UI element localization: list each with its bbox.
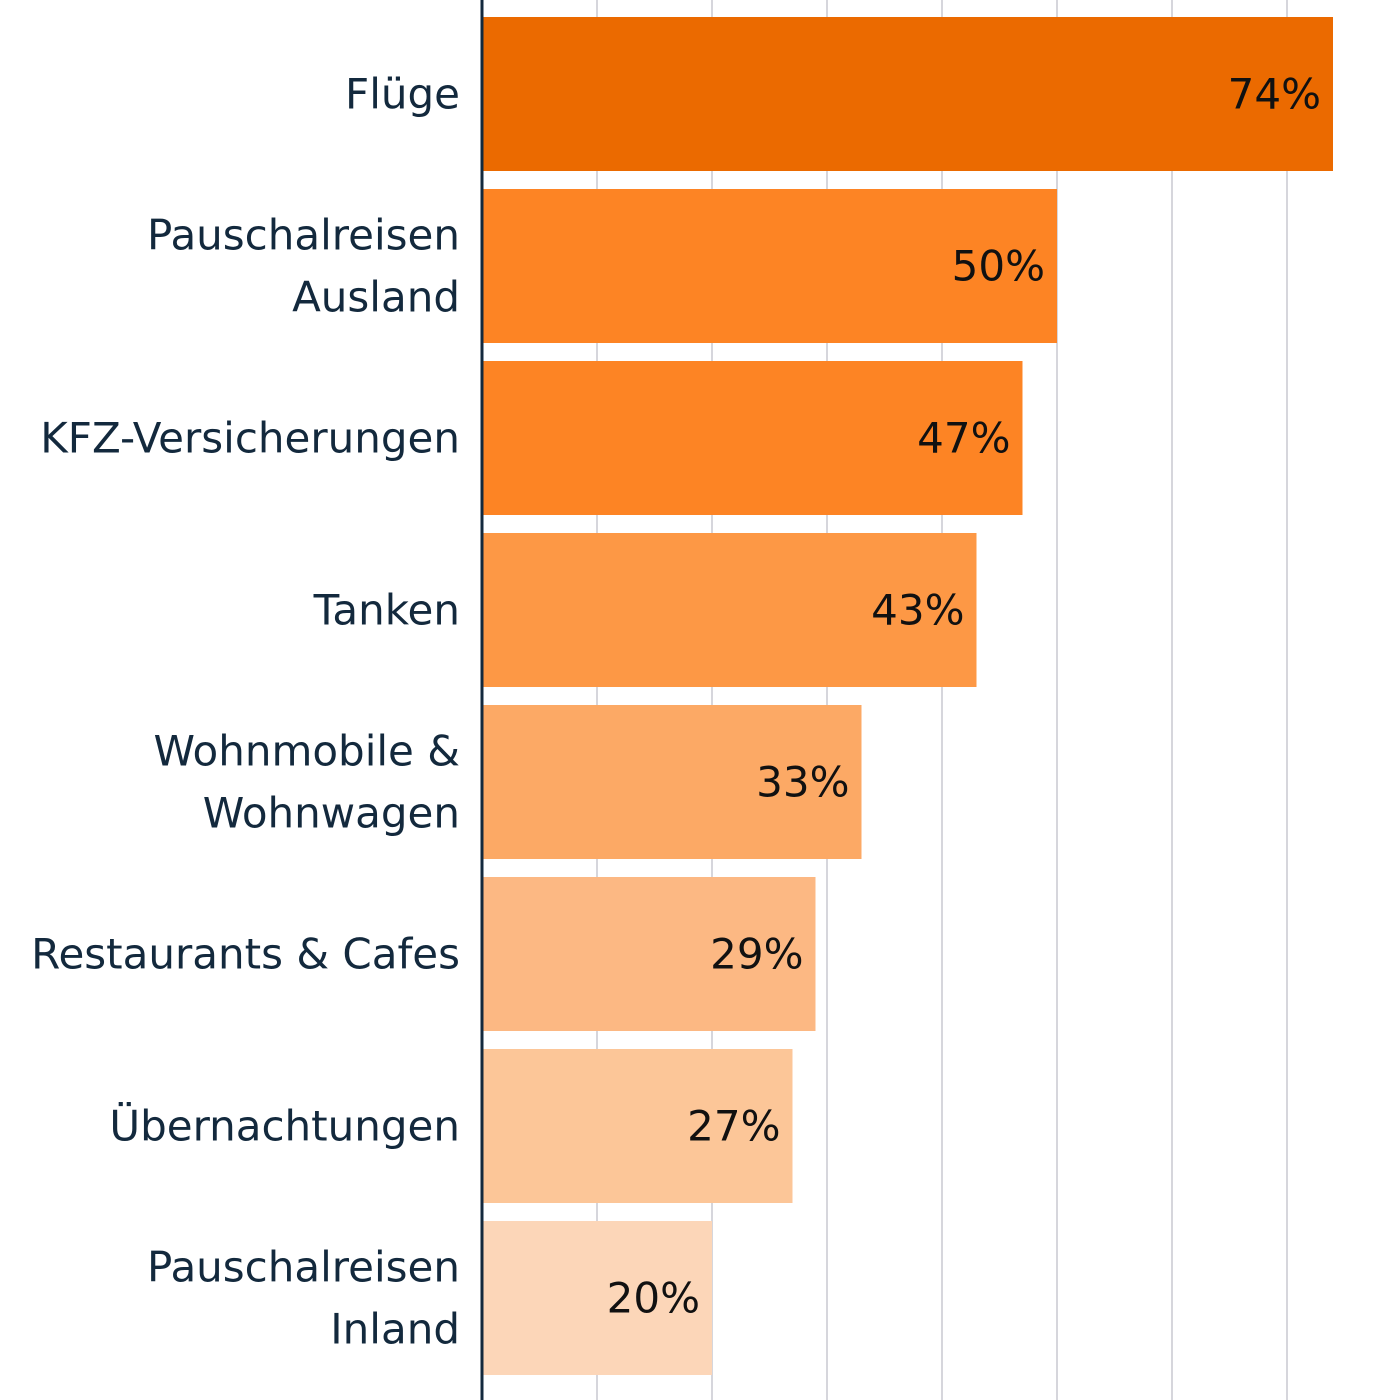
category-label-line: Übernachtungen [109, 1101, 460, 1151]
category-label-line: Wohnwagen [203, 789, 460, 838]
category-label-line: Wohnmobile & [153, 727, 460, 776]
category-label: Pauschalreisen Inland [147, 1243, 460, 1354]
bar [482, 705, 862, 859]
category-label: Übernachtungen [109, 1101, 460, 1151]
bar [482, 189, 1057, 343]
bar-value-label: 50% [952, 242, 1045, 291]
category-label: Tanken [313, 586, 460, 635]
category-label: Restaurants & Cafes [31, 930, 460, 979]
category-label-line: Tanken [313, 586, 460, 635]
bar [482, 1049, 793, 1203]
category-label-line: KFZ-Versicherungen [40, 414, 460, 463]
bar [482, 1221, 712, 1375]
category-label-line: Restaurants & Cafes [31, 930, 460, 979]
category-label-line: Pauschalreisen [147, 211, 460, 260]
bar-value-label: 33% [756, 758, 849, 807]
bar-value-label: 47% [917, 414, 1010, 463]
bar-value-label: 20% [607, 1274, 700, 1323]
bar-value-label: 74% [1228, 70, 1321, 119]
bars: 74% Flüge 50% Pauschalreisen Ausland 47% KFZ-V… [31, 17, 1333, 1375]
category-label-line: Inland [330, 1305, 460, 1354]
bar [482, 17, 1333, 171]
category-label: Wohnmobile & Wohnwagen [153, 727, 460, 838]
bar [482, 361, 1023, 515]
category-label: Flüge [345, 70, 460, 119]
category-label-line: Ausland [292, 273, 460, 322]
category-label: Pauschalreisen Ausland [147, 211, 460, 322]
category-label-line: Flüge [345, 70, 460, 119]
bar [482, 533, 977, 687]
bar [482, 877, 816, 1031]
category-label-line: Pauschalreisen [147, 1243, 460, 1292]
bar-value-label: 27% [687, 1102, 780, 1151]
category-label: KFZ-Versicherungen [40, 414, 460, 463]
bar-value-label: 43% [871, 586, 964, 635]
bar-value-label: 29% [710, 930, 803, 979]
